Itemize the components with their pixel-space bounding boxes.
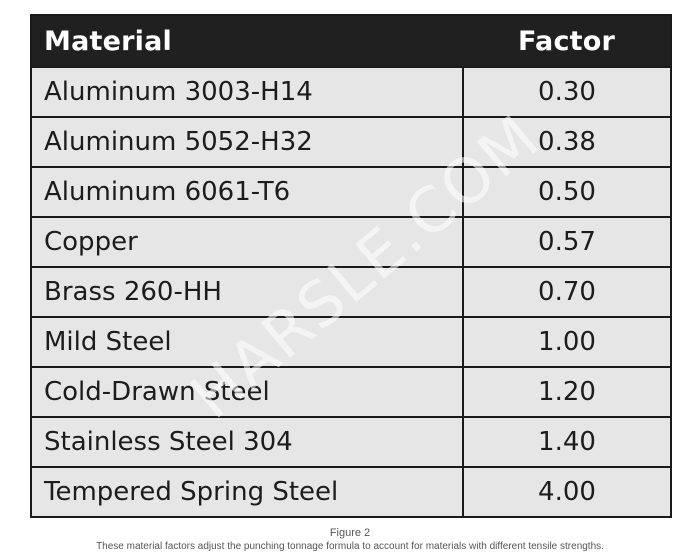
material-cell: Aluminum 3003-H14 (32, 66, 463, 117)
material-cell: Aluminum 6061-T6 (32, 166, 463, 217)
material-cell: Stainless Steel 304 (32, 416, 463, 467)
material-cell: Brass 260-HH (32, 266, 463, 317)
table-row: Mild Steel 1.00 (32, 316, 670, 367)
material-factor-table-container: Material Factor Aluminum 3003-H14 0.30 A… (30, 14, 672, 518)
factor-cell: 0.57 (462, 216, 670, 267)
factor-cell: 0.70 (462, 266, 670, 317)
table-row: Cold-Drawn Steel 1.20 (32, 366, 670, 417)
factor-cell: 4.00 (462, 466, 670, 516)
material-cell: Cold-Drawn Steel (32, 366, 463, 417)
factor-cell: 0.50 (462, 166, 670, 217)
factor-cell: 1.40 (462, 416, 670, 467)
table-row: Tempered Spring Steel 4.00 (32, 466, 670, 516)
material-cell: Aluminum 5052-H32 (32, 116, 463, 167)
factor-cell: 1.00 (462, 316, 670, 367)
material-cell: Copper (32, 216, 463, 267)
figure-caption-text: These material factors adjust the punchi… (96, 541, 604, 552)
figure-caption: Figure 2 These material factors adjust t… (0, 527, 700, 553)
table-row: Brass 260-HH 0.70 (32, 266, 670, 317)
table-row: Aluminum 6061-T6 0.50 (32, 166, 670, 217)
material-factor-table: Material Factor Aluminum 3003-H14 0.30 A… (32, 16, 670, 516)
material-cell: Mild Steel (32, 316, 463, 367)
factor-cell: 0.30 (462, 66, 670, 117)
material-column-header: Material (32, 16, 463, 67)
factor-column-header: Factor (463, 16, 670, 67)
factor-cell: 0.38 (462, 116, 670, 167)
material-cell: Tempered Spring Steel (32, 466, 463, 516)
factor-cell: 1.20 (462, 366, 670, 417)
table-row: Aluminum 5052-H32 0.38 (32, 116, 670, 167)
table-row: Copper 0.57 (32, 216, 670, 267)
table-row: Aluminum 3003-H14 0.30 (32, 66, 670, 117)
table-row: Stainless Steel 304 1.40 (32, 416, 670, 467)
figure-label: Figure 2 (329, 527, 371, 539)
table-header-row: Material Factor (32, 16, 670, 67)
